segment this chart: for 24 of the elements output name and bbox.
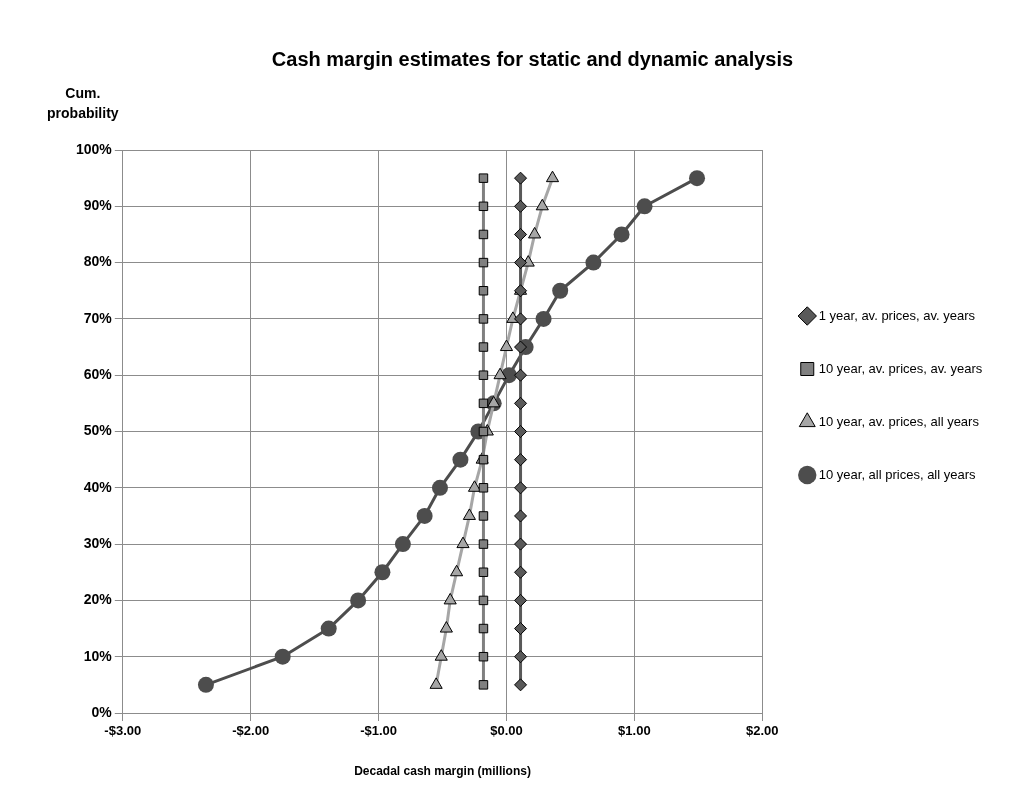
x-axis-title: Decadal cash margin (millions) <box>354 764 531 779</box>
y-tick-label: 50% <box>83 422 113 439</box>
y-tick-label: 70% <box>83 309 113 326</box>
x-tick-label: -$2.00 <box>232 723 270 739</box>
y-tick-label: 40% <box>83 478 113 495</box>
y-tick-label: 30% <box>83 534 113 551</box>
y-tick-label: 90% <box>83 197 113 214</box>
x-tick-label: $2.00 <box>745 723 779 739</box>
legend-label: 10 year, av. prices, av. years <box>818 360 983 376</box>
x-tick-label: $1.00 <box>618 723 651 739</box>
legend-label: 10 year, av. prices, all years <box>818 413 980 429</box>
y-tick-label: 10% <box>83 647 113 664</box>
x-tick-label: -$1.00 <box>360 723 398 739</box>
y-axis-title: Cum. probability <box>47 85 119 121</box>
y-tick-label: 20% <box>83 591 113 608</box>
chart-title: Cash margin estimates for static and dynamic analysis <box>271 47 794 70</box>
y-tick-label: 80% <box>83 253 113 270</box>
x-tick-label: $0.00 <box>490 723 523 739</box>
y-tick-label: 60% <box>83 366 113 383</box>
y-tick-label: 100% <box>75 140 113 157</box>
legend-label: 10 year, all prices, all years <box>818 466 977 482</box>
y-tick-label: 0% <box>91 703 113 720</box>
x-tick-label: -$3.00 <box>104 723 142 739</box>
legend-label: 1 year, av. prices, av. years <box>818 307 976 323</box>
